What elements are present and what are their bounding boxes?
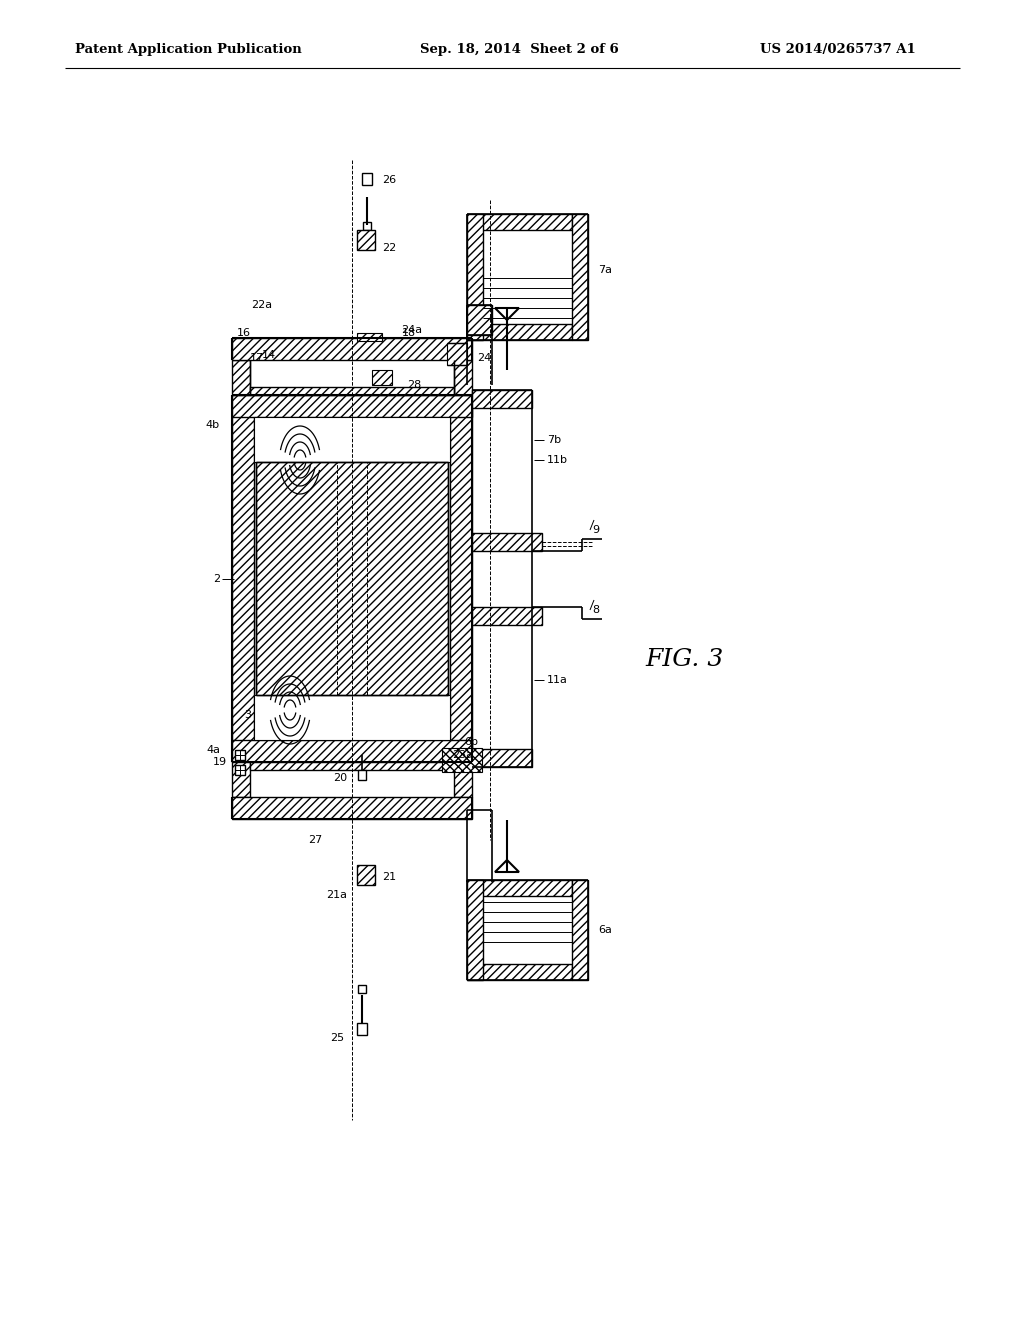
Polygon shape xyxy=(472,748,532,767)
Text: Patent Application Publication: Patent Application Publication xyxy=(75,44,302,57)
Text: 25: 25 xyxy=(330,1034,344,1043)
Bar xyxy=(357,1023,367,1035)
Text: 17: 17 xyxy=(250,352,264,363)
Text: 3: 3 xyxy=(244,710,251,719)
Text: 23a: 23a xyxy=(452,750,473,760)
Text: 11b: 11b xyxy=(547,455,568,465)
Bar xyxy=(447,343,467,366)
Polygon shape xyxy=(254,696,450,741)
Polygon shape xyxy=(250,762,454,770)
Text: 21a: 21a xyxy=(326,890,347,900)
Text: 4a: 4a xyxy=(206,744,220,755)
Polygon shape xyxy=(472,389,532,408)
Text: 21: 21 xyxy=(382,873,396,882)
Bar xyxy=(357,333,382,341)
Polygon shape xyxy=(467,323,572,341)
Text: 19: 19 xyxy=(213,756,227,767)
Bar xyxy=(362,173,372,185)
Bar xyxy=(358,770,366,780)
Polygon shape xyxy=(467,880,483,979)
Polygon shape xyxy=(467,880,572,896)
Text: 11a: 11a xyxy=(547,675,568,685)
Polygon shape xyxy=(232,338,472,360)
Text: 18: 18 xyxy=(402,327,416,338)
Polygon shape xyxy=(232,797,472,818)
Bar xyxy=(234,750,245,760)
Polygon shape xyxy=(232,762,250,797)
Text: 16: 16 xyxy=(237,327,251,338)
Bar xyxy=(357,230,375,249)
Polygon shape xyxy=(467,305,492,335)
Text: 27: 27 xyxy=(308,836,322,845)
Text: 14: 14 xyxy=(262,350,276,360)
Polygon shape xyxy=(495,861,519,873)
Polygon shape xyxy=(467,214,572,230)
Text: 22: 22 xyxy=(382,243,396,253)
Text: 22a: 22a xyxy=(251,300,272,310)
Text: 7a: 7a xyxy=(598,265,612,275)
Polygon shape xyxy=(442,748,482,772)
Bar xyxy=(234,766,245,775)
Text: 26: 26 xyxy=(382,176,396,185)
Bar xyxy=(362,222,371,230)
Polygon shape xyxy=(454,762,472,797)
Polygon shape xyxy=(254,417,450,462)
Text: FIG. 3: FIG. 3 xyxy=(645,648,723,672)
Text: 4b: 4b xyxy=(206,420,220,430)
Polygon shape xyxy=(250,387,454,395)
Text: 6a: 6a xyxy=(598,925,612,935)
Polygon shape xyxy=(450,395,472,762)
Text: 24a: 24a xyxy=(400,325,422,335)
Text: 9: 9 xyxy=(592,525,599,535)
Bar xyxy=(372,370,392,385)
Polygon shape xyxy=(495,308,519,319)
Polygon shape xyxy=(232,395,472,417)
Text: 20: 20 xyxy=(333,774,347,783)
Polygon shape xyxy=(256,462,449,696)
Polygon shape xyxy=(467,964,572,979)
Polygon shape xyxy=(467,214,483,341)
Bar xyxy=(358,985,366,993)
Text: 8: 8 xyxy=(592,605,599,615)
Text: 7b: 7b xyxy=(547,436,561,445)
Text: 6b: 6b xyxy=(464,737,478,747)
Text: 2: 2 xyxy=(213,573,220,583)
Text: US 2014/0265737 A1: US 2014/0265737 A1 xyxy=(760,44,915,57)
Text: 24: 24 xyxy=(477,352,492,363)
Text: 28: 28 xyxy=(407,380,421,389)
Polygon shape xyxy=(454,360,472,395)
Polygon shape xyxy=(472,606,542,624)
Polygon shape xyxy=(572,214,588,341)
Polygon shape xyxy=(232,360,250,395)
Polygon shape xyxy=(232,395,254,762)
Bar xyxy=(357,865,375,884)
Text: Sep. 18, 2014  Sheet 2 of 6: Sep. 18, 2014 Sheet 2 of 6 xyxy=(420,44,618,57)
Polygon shape xyxy=(472,532,542,550)
Polygon shape xyxy=(232,741,472,762)
Polygon shape xyxy=(572,880,588,979)
